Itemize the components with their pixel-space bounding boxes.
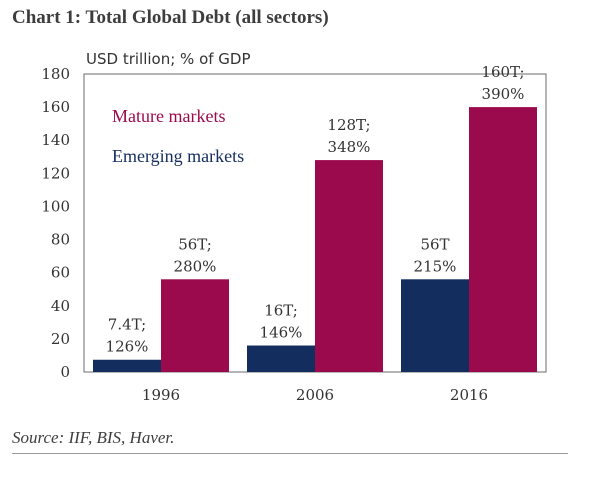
- data-labels: 7.4T; 126% 56T; 280% 16T; 146% 128T; 348% 56T 215…: [106, 63, 525, 356]
- data-label: 16T;: [264, 302, 298, 320]
- bar-emerging-markets-1996: [93, 359, 161, 372]
- data-label: 7.4T;: [108, 316, 146, 334]
- bars: [93, 107, 537, 372]
- y-tick-label: 40: [51, 297, 70, 315]
- chart-title: Chart 1: Total Global Debt (all sectors): [12, 7, 329, 28]
- data-label: 160T;: [481, 63, 524, 81]
- data-label: 146%: [260, 324, 303, 342]
- x-tick-label: 2006: [296, 386, 334, 404]
- bar-mature-markets-2016: [469, 107, 537, 372]
- y-tick-label: 20: [51, 330, 70, 348]
- data-label: 128T;: [327, 116, 370, 134]
- data-label: 56T: [420, 235, 449, 253]
- y-tick-label: 160: [41, 98, 70, 116]
- bar-mature-markets-2006: [315, 160, 383, 372]
- data-label: 56T;: [178, 235, 212, 253]
- bottom-divider: [12, 453, 568, 454]
- data-label: 348%: [328, 138, 371, 156]
- x-tick-label: 1996: [142, 386, 180, 404]
- legend-mature-markets: Mature markets: [112, 106, 225, 126]
- legend-emerging-markets: Emerging markets: [112, 146, 244, 166]
- source-note: Source: IIF, BIS, Haver.: [12, 428, 175, 447]
- y-axis-label: USD trillion; % of GDP: [86, 50, 251, 68]
- bar-emerging-markets-2016: [401, 279, 469, 372]
- y-tick-label: 0: [60, 363, 70, 381]
- y-tick-label: 120: [41, 164, 70, 182]
- x-tick-labels: 1996 2006 2016: [142, 386, 488, 404]
- x-tick-label: 2016: [450, 386, 488, 404]
- y-tick-label: 140: [41, 131, 70, 149]
- bar-emerging-markets-2006: [247, 345, 315, 372]
- data-label: 126%: [106, 338, 149, 356]
- data-label: 215%: [414, 257, 457, 275]
- bar-mature-markets-1996: [161, 279, 229, 372]
- y-tick-label: 180: [41, 65, 70, 83]
- y-tick-label: 80: [51, 231, 70, 249]
- data-label: 280%: [174, 257, 217, 275]
- y-tick-label: 60: [51, 264, 70, 282]
- data-label: 390%: [482, 85, 525, 103]
- y-tick-labels: 0 20 40 60 80 100 120 140 160 180: [41, 65, 70, 381]
- y-tick-label: 100: [41, 197, 70, 215]
